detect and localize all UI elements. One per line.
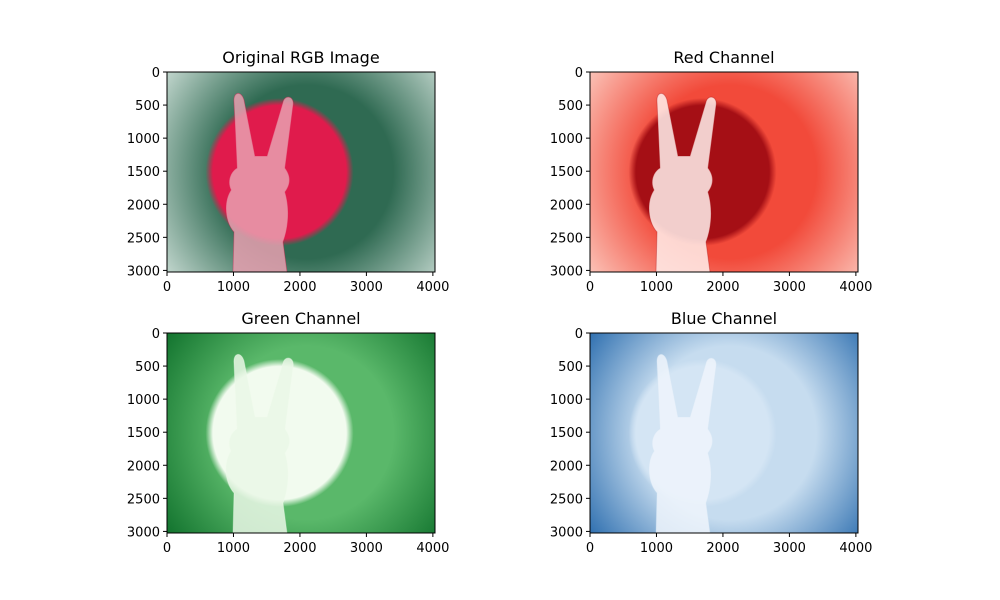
- x-tick-label: 0: [586, 541, 594, 556]
- channel-image-rgb: [167, 72, 435, 272]
- x-tick-label: 1000: [217, 280, 250, 295]
- y-tick-label: 1500: [550, 165, 583, 180]
- y-tick-label: 0: [152, 327, 160, 342]
- axes-frame: [166, 332, 436, 534]
- y-tick-label: 3000: [127, 525, 160, 540]
- x-tick-label: 2000: [706, 280, 739, 295]
- axes-frame: [589, 332, 859, 534]
- y-tick-label: 0: [152, 66, 160, 81]
- y-tick-label: 2000: [550, 198, 583, 213]
- y-tick-label: 2000: [127, 459, 160, 474]
- x-tick-label: 2000: [283, 280, 316, 295]
- x-tick-label: 2000: [283, 541, 316, 556]
- y-tick-label: 1000: [550, 393, 583, 408]
- x-tick-label: 4000: [416, 280, 449, 295]
- y-tick-label: 3000: [127, 264, 160, 279]
- subplot-rgb: Original RGB Image 0 1000 2000 3000 4000 0 500 1…: [127, 48, 450, 295]
- channel-image-green: [167, 333, 435, 533]
- subplot-title: Red Channel: [673, 48, 774, 67]
- channel-image-red: [590, 72, 858, 272]
- y-tick-label: 500: [135, 360, 160, 375]
- axes-frame: [589, 71, 859, 273]
- x-tick-label: 0: [163, 541, 171, 556]
- x-tick-label: 0: [586, 280, 594, 295]
- subplot-title: Original RGB Image: [222, 48, 379, 67]
- y-tick-label: 2500: [127, 231, 160, 246]
- x-tick-label: 3000: [350, 541, 383, 556]
- subplot-title: Green Channel: [241, 309, 360, 328]
- axes-frame: [166, 71, 436, 273]
- hand-shape: [225, 93, 294, 272]
- x-tick-label: 1000: [640, 280, 673, 295]
- x-tick-label: 3000: [350, 280, 383, 295]
- subplot-title: Blue Channel: [671, 309, 777, 328]
- y-tick-label: 1500: [127, 426, 160, 441]
- y-tick-label: 1500: [550, 426, 583, 441]
- x-tick-label: 4000: [416, 541, 449, 556]
- subplot-green: Green Channel 0 1000 2000 3000 4000 0 500 1000 15…: [127, 309, 450, 556]
- y-tick-label: 1000: [550, 132, 583, 147]
- x-tick-label: 3000: [773, 280, 806, 295]
- x-tick-label: 0: [163, 280, 171, 295]
- y-tick-label: 500: [135, 99, 160, 114]
- y-tick-label: 0: [575, 66, 583, 81]
- subplot-red: Red Channel 0 1000 2000 3000 4000 0 500 1000 1500…: [550, 48, 873, 295]
- y-tick-label: 2500: [127, 492, 160, 507]
- x-tick-label: 1000: [217, 541, 250, 556]
- y-tick-label: 2500: [550, 492, 583, 507]
- y-tick-label: 500: [558, 360, 583, 375]
- hand-shape: [648, 354, 717, 533]
- y-tick-label: 1000: [127, 393, 160, 408]
- y-tick-label: 3000: [550, 264, 583, 279]
- x-tick-label: 4000: [839, 541, 872, 556]
- y-tick-label: 500: [558, 99, 583, 114]
- y-tick-label: 1000: [127, 132, 160, 147]
- channel-image-blue: [590, 333, 858, 533]
- y-tick-label: 2000: [127, 198, 160, 213]
- hand-shape: [648, 93, 717, 272]
- y-tick-label: 3000: [550, 525, 583, 540]
- x-tick-label: 2000: [706, 541, 739, 556]
- x-tick-label: 1000: [640, 541, 673, 556]
- hand-shape: [225, 354, 294, 533]
- y-tick-label: 0: [575, 327, 583, 342]
- x-tick-label: 3000: [773, 541, 806, 556]
- subplot-blue: Blue Channel 0 1000 2000 3000 4000 0 500 1000 150…: [550, 309, 873, 556]
- y-tick-label: 2500: [550, 231, 583, 246]
- x-tick-label: 4000: [839, 280, 872, 295]
- y-tick-label: 2000: [550, 459, 583, 474]
- y-tick-label: 1500: [127, 165, 160, 180]
